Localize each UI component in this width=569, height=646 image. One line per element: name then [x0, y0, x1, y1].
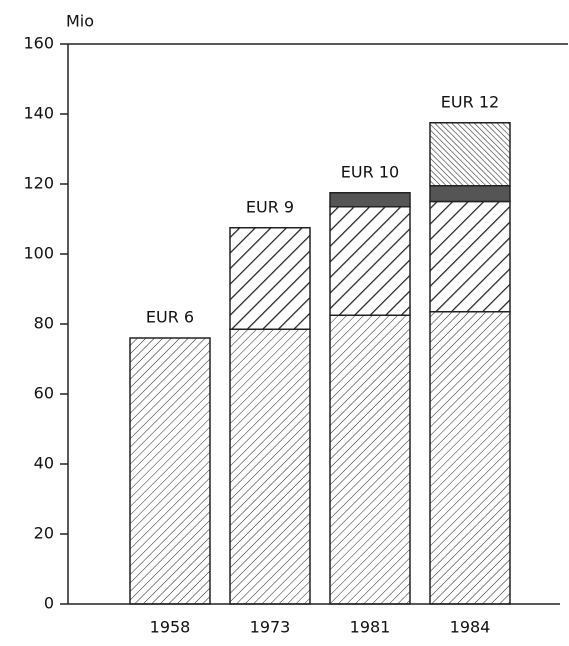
bar-segment [329, 192, 411, 208]
y-tick-label: 120 [23, 174, 54, 193]
y-tick-label: 80 [34, 314, 54, 333]
bar-label: EUR 10 [341, 162, 399, 181]
bar-label: EUR 12 [441, 92, 499, 111]
bar-segment [429, 122, 511, 187]
y-axis-label: Mio [66, 12, 94, 31]
y-tick-label: 160 [23, 34, 54, 53]
x-tick-label: 1984 [450, 618, 491, 637]
bar-label: EUR 6 [146, 308, 194, 327]
bar-segment [429, 311, 511, 605]
bar-label: EUR 9 [246, 197, 294, 216]
bar-segment [329, 206, 411, 316]
bar-segment [229, 227, 311, 330]
bar-segment [429, 185, 511, 203]
bar-segment [329, 314, 411, 605]
y-tick-label: 20 [34, 524, 54, 543]
bar-segment [429, 200, 511, 313]
y-tick-label: 40 [34, 454, 54, 473]
y-tick-label: 140 [23, 104, 54, 123]
y-tick-label: 100 [23, 244, 54, 263]
y-tick-label: 0 [44, 594, 54, 613]
bar-segment [129, 337, 211, 605]
x-tick-label: 1973 [250, 618, 291, 637]
x-tick-label: 1981 [350, 618, 391, 637]
x-tick-label: 1958 [150, 618, 191, 637]
bar-segment [229, 328, 311, 605]
y-tick-label: 60 [34, 384, 54, 403]
